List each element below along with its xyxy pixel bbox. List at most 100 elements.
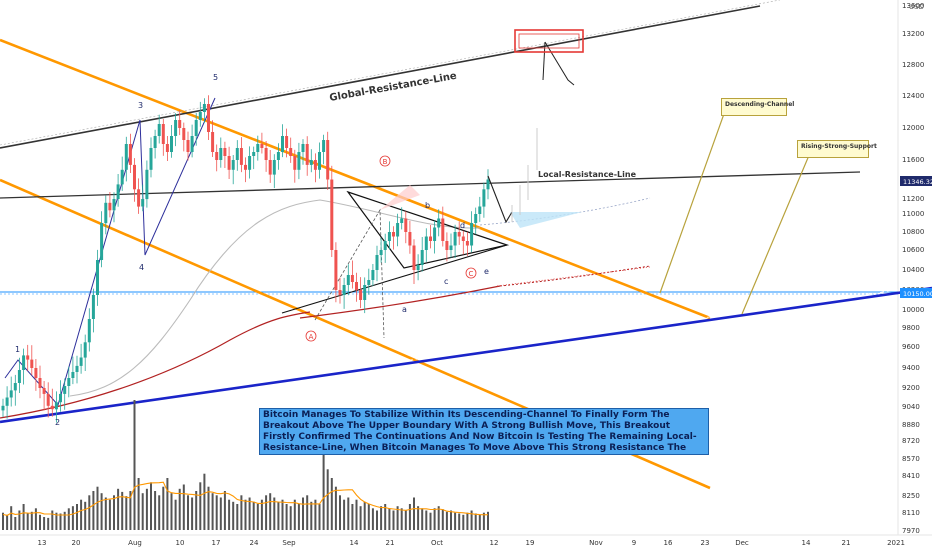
candle-body: [149, 148, 153, 170]
volume-bar: [108, 499, 111, 530]
volume-bar: [129, 491, 132, 530]
volume-bar: [322, 452, 325, 530]
wave-label-2: 2: [55, 418, 60, 427]
volume-bar: [34, 508, 37, 530]
volume-bar: [421, 508, 424, 530]
wave-label-d: d: [460, 221, 465, 230]
volume-bar: [318, 504, 321, 530]
target-zone-box: [514, 29, 584, 53]
candle-body: [260, 144, 264, 148]
volume-bar: [306, 495, 309, 530]
y-tick-label: 8570: [902, 455, 920, 463]
volume-bar: [441, 509, 444, 530]
y-tick-label: 8110: [902, 509, 920, 517]
rising-support-line: [0, 286, 932, 424]
candle-body: [9, 390, 13, 398]
volume-bar: [400, 508, 403, 530]
volume-bar: [363, 501, 366, 530]
candle-body: [96, 260, 99, 295]
candle-body: [318, 152, 321, 170]
currency-label: USD: [909, 3, 924, 11]
candle-body: [30, 359, 34, 368]
volume-bar: [314, 499, 317, 530]
volume-bar: [158, 495, 161, 530]
candle-body: [346, 275, 350, 285]
candle-body: [145, 169, 149, 200]
candle-body: [334, 250, 338, 290]
candle-body: [408, 232, 412, 246]
volume-bar: [92, 491, 95, 530]
x-axis-ticks: 13 20 Aug 10 17 24 Sep 14 21 Oct 12 19 Nov 9 16 23 Dec 14…: [38, 539, 905, 547]
y-tick-label: 7970: [902, 527, 920, 535]
y-axis-ticks: 13600 13200 12800 12400 12000 11600 11200 11000…: [902, 2, 924, 535]
volume-bar: [100, 493, 103, 530]
candle-body: [190, 136, 194, 152]
candle-body: [17, 370, 21, 383]
candle-body: [379, 250, 383, 255]
volume-bar: [408, 504, 411, 530]
candle-body: [67, 378, 71, 386]
candle-body: [244, 164, 247, 170]
candle-body: [202, 104, 206, 112]
candle-body: [178, 120, 182, 128]
candle-body: [289, 148, 293, 156]
volume-bar: [137, 478, 140, 530]
candle-body: [137, 189, 141, 207]
volume-bar: [487, 511, 489, 530]
volume-bar: [88, 495, 91, 530]
volume-bar: [478, 514, 481, 530]
candle-body: [420, 250, 424, 265]
candle-body: [153, 136, 157, 148]
candle-body: [141, 199, 145, 207]
candle-body: [170, 136, 173, 152]
candle-body: [285, 136, 289, 148]
candle-body: [453, 232, 457, 246]
descending-channel-upper: [0, 38, 711, 320]
x-tick-label: Oct: [431, 539, 443, 547]
candle-body: [445, 241, 449, 250]
volume-bar: [84, 501, 87, 530]
wave-label-1: 1: [15, 345, 20, 354]
volume-bar: [55, 512, 58, 530]
volume-bar: [39, 514, 41, 530]
circled-label-b: B: [383, 158, 388, 166]
x-tick-label: 14: [350, 539, 359, 547]
candles-group: [1, 95, 490, 423]
volume-bar: [384, 504, 387, 530]
candle-body: [124, 144, 128, 170]
volume-bar: [191, 497, 194, 530]
candle-body: [322, 140, 326, 152]
volume-bar: [347, 497, 350, 530]
candle-body: [363, 285, 367, 300]
volume-bar: [182, 484, 185, 530]
x-tick-label: 17: [212, 539, 221, 547]
volume-bar: [236, 504, 239, 530]
candle-body: [194, 120, 198, 136]
volume-bar: [355, 499, 358, 530]
candle-body: [404, 218, 408, 232]
volume-bar: [359, 506, 362, 530]
candle-body: [215, 152, 219, 160]
y-tick-label: 10400: [902, 266, 924, 274]
candle-body: [355, 282, 358, 290]
x-tick-label: 24: [250, 539, 259, 547]
volume-bar: [145, 488, 148, 530]
volume-bar: [166, 478, 169, 530]
candle-body: [281, 136, 284, 152]
volume-bar: [22, 504, 25, 530]
candle-body: [207, 104, 210, 132]
volume-bar: [462, 514, 465, 530]
volume-bar: [2, 512, 4, 530]
wave-label-e: e: [484, 267, 489, 276]
volume-bar: [474, 513, 477, 530]
volume-bar: [150, 482, 152, 530]
volume-bar: [425, 510, 428, 530]
candle-body: [338, 290, 342, 295]
y-tick-label: 8410: [902, 472, 920, 480]
volume-bar: [96, 486, 99, 530]
volume-bar: [437, 506, 440, 530]
x-tick-label: Dec: [735, 539, 749, 547]
volume-bar: [219, 497, 222, 530]
volume-bar: [244, 499, 247, 530]
volume-bar: [433, 508, 436, 530]
